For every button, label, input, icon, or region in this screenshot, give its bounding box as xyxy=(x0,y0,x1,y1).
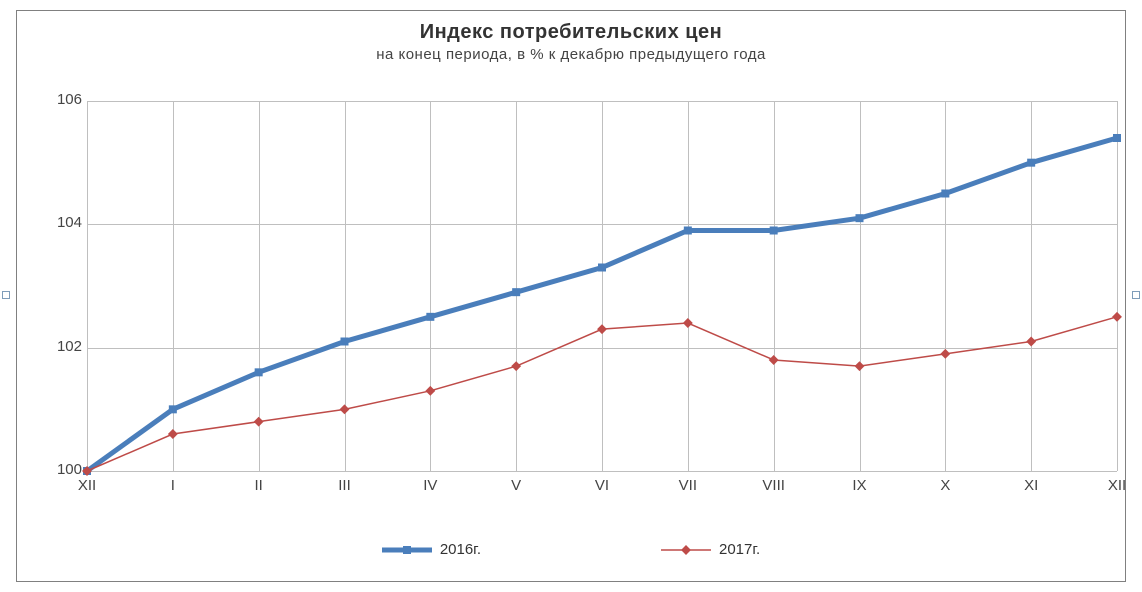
series-marker xyxy=(1026,337,1036,347)
plot-area: 100102104106XIIIIIIIIIVVVIVIIVIIIIXXXIXI… xyxy=(87,101,1117,471)
x-tick-label: III xyxy=(315,477,375,494)
series-marker xyxy=(769,355,779,365)
x-tick-label: IX xyxy=(830,477,890,494)
x-tick-label: XII xyxy=(1087,477,1142,494)
legend-label: 2017г. xyxy=(719,541,760,558)
gridline-h xyxy=(87,471,1117,472)
series-marker xyxy=(425,386,435,396)
x-tick-label: XI xyxy=(1001,477,1061,494)
x-tick-label: II xyxy=(229,477,289,494)
legend-label: 2016г. xyxy=(440,541,481,558)
gridline-v xyxy=(1117,101,1118,471)
x-tick-label: V xyxy=(486,477,546,494)
y-tick-label: 102 xyxy=(32,338,82,355)
series-marker xyxy=(169,405,177,413)
series-marker xyxy=(511,361,521,371)
series-marker xyxy=(597,324,607,334)
chart-title: Индекс потребительских цен xyxy=(17,21,1125,44)
series-marker xyxy=(426,313,434,321)
series-marker xyxy=(255,368,263,376)
series-marker xyxy=(168,429,178,439)
y-tick-label: 106 xyxy=(32,91,82,108)
legend-swatch xyxy=(661,542,711,558)
x-tick-label: I xyxy=(143,477,203,494)
x-tick-label: VIII xyxy=(744,477,804,494)
series-marker xyxy=(940,349,950,359)
series-marker xyxy=(1112,312,1122,322)
series-marker xyxy=(1027,159,1035,167)
legend-item: 2016г. xyxy=(382,541,481,558)
y-tick-label: 100 xyxy=(32,461,82,478)
series-marker xyxy=(598,264,606,272)
series-marker xyxy=(855,361,865,371)
selection-handle-left xyxy=(2,291,10,299)
series-marker xyxy=(1113,134,1121,142)
x-tick-label: VI xyxy=(572,477,632,494)
series-marker xyxy=(683,318,693,328)
series-line xyxy=(87,138,1117,471)
y-tick-label: 104 xyxy=(32,214,82,231)
series-marker xyxy=(856,214,864,222)
x-tick-label: VII xyxy=(658,477,718,494)
x-tick-label: X xyxy=(915,477,975,494)
chart-container: Индекс потребительских цен на конец пери… xyxy=(16,10,1126,582)
series-marker xyxy=(341,338,349,346)
series-svg xyxy=(87,101,1117,471)
chart-subtitle: на конец периода, в % к декабрю предыдущ… xyxy=(17,46,1125,63)
legend-swatch xyxy=(382,542,432,558)
series-marker xyxy=(340,404,350,414)
series-marker xyxy=(684,227,692,235)
x-tick-label: IV xyxy=(400,477,460,494)
series-marker xyxy=(770,227,778,235)
legend: 2016г. 2017г. xyxy=(17,541,1125,558)
selection-handle-right xyxy=(1132,291,1140,299)
legend-item: 2017г. xyxy=(661,541,760,558)
x-tick-label: XII xyxy=(57,477,117,494)
series-marker xyxy=(254,417,264,427)
series-marker xyxy=(512,288,520,296)
series-line xyxy=(87,317,1117,471)
series-marker xyxy=(941,190,949,198)
